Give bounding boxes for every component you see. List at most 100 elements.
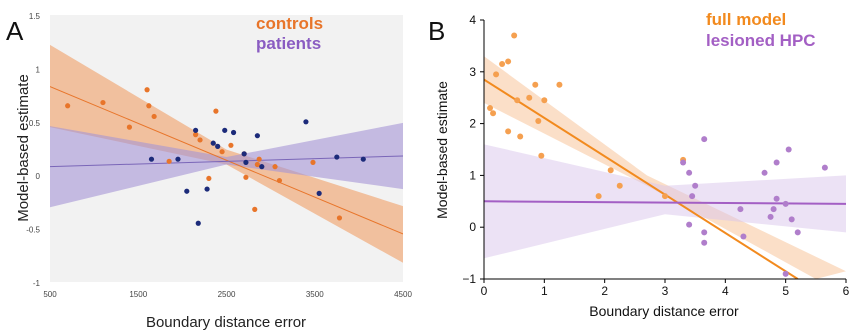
panel-b-y-tick-label: 3 [469, 65, 476, 79]
panel-a-point [254, 133, 260, 139]
panel-b-point [487, 105, 494, 112]
panel-a-ci-band-0 [50, 44, 403, 263]
panel-a-point [166, 158, 172, 164]
panel-b: 0 1 2 3 4 5 6 −1 0 1 2 3 4 B full model lesioned HPC… [428, 10, 850, 319]
panel-b-point [794, 229, 801, 236]
panel-a-y-tick-label: -1 [33, 279, 41, 288]
panel-a-points [65, 87, 366, 226]
panel-a-x-tick-label: 3500 [306, 290, 324, 299]
panel-b-point [773, 159, 780, 166]
panel-a-point [272, 164, 278, 170]
panel-b-y-tick-label: 2 [469, 117, 476, 131]
panel-a-ticks: 500 1500 2500 3500 4500 -1 -0.5 0 0.5 1 1.5 [26, 12, 412, 299]
panel-a-point [316, 190, 322, 196]
panel-a-y-tick-label: 1.5 [29, 12, 41, 21]
panel-a-point [184, 188, 190, 194]
panel-a-y-tick-label: 1 [36, 65, 41, 74]
panel-b-x-tick-label: 6 [843, 284, 850, 298]
panel-b-point [505, 58, 512, 65]
panel-a-point [204, 186, 210, 192]
panel-b-label: B [428, 16, 445, 46]
panel-a-point [175, 156, 181, 162]
panel-a: 500 1500 2500 3500 4500 -1 -0.5 0 0.5 1 1.5 A cont… [6, 12, 412, 331]
panel-b-ticks: 0 1 2 3 4 5 6 −1 0 1 2 3 4 [462, 13, 849, 298]
panel-a-x-tick-label: 1500 [129, 290, 147, 299]
panel-b-x-tick-label: 0 [481, 284, 488, 298]
panel-a-x-tick-label: 500 [43, 290, 57, 299]
panel-a-point [254, 161, 260, 168]
panel-a-point [310, 159, 316, 165]
panel-b-x-axis-label: Boundary distance error [589, 303, 739, 319]
panel-b-point [532, 81, 539, 88]
panel-b-x-tick-label: 5 [782, 284, 789, 298]
panel-b-point [767, 213, 774, 220]
panel-b-point [499, 61, 506, 68]
panel-a-point [193, 132, 199, 138]
panel-b-point [505, 128, 512, 135]
panel-b-point [737, 206, 744, 213]
panel-a-x-tick-label: 2500 [218, 290, 236, 299]
panel-a-point [222, 127, 228, 133]
panel-a-point [228, 142, 234, 148]
panel-b-point [773, 195, 780, 202]
panel-b-point [686, 169, 693, 176]
panel-b-point [535, 118, 542, 125]
legend-full-model: full model [706, 10, 786, 29]
panel-a-point [243, 159, 249, 165]
panel-b-point [701, 136, 708, 143]
panel-a-point [259, 164, 265, 170]
panel-a-point [243, 174, 249, 180]
panel-b-point [616, 182, 623, 189]
panel-a-point [241, 151, 247, 157]
panel-b-point [785, 146, 792, 153]
panel-a-point [219, 149, 225, 155]
panel-a-y-tick-label: -0.5 [26, 226, 40, 235]
legend-controls: controls [256, 14, 323, 33]
panel-b-y-tick-label: 1 [469, 168, 476, 182]
panel-a-point [230, 129, 237, 136]
panel-a-y-tick-label: 0 [36, 172, 41, 181]
panel-a-point [148, 156, 155, 162]
panel-a-point [334, 154, 340, 160]
panel-a-label: A [6, 16, 24, 46]
panel-a-point [213, 108, 219, 114]
panel-b-point [556, 81, 563, 88]
panel-b-x-tick-label: 2 [601, 284, 608, 298]
panel-b-bands [484, 56, 846, 279]
panel-b-y-tick-label: −1 [462, 272, 476, 286]
panel-a-point [256, 156, 262, 162]
panel-a-point [197, 137, 203, 143]
panel-a-point [126, 124, 133, 130]
panel-a-point [276, 177, 283, 184]
panel-b-point [770, 206, 777, 213]
panel-a-point [210, 140, 216, 146]
panel-b-point [782, 270, 789, 277]
panel-a-point [195, 220, 201, 226]
panel-b-point [541, 97, 548, 104]
panel-b-point [701, 239, 708, 246]
panel-a-point [215, 143, 221, 149]
panel-b-point [511, 32, 518, 39]
panel-b-point [607, 167, 614, 174]
panel-b-points [487, 32, 828, 277]
panel-b-fit-line-0 [484, 78, 799, 279]
panel-a-point [206, 175, 212, 182]
panel-b-y-axis-label: Model-based estimate [434, 81, 450, 219]
panel-b-x-tick-label: 4 [722, 284, 729, 298]
panel-b-point [782, 200, 789, 207]
panel-b-ci-band-0 [484, 56, 846, 279]
legend-patients: patients [256, 34, 321, 53]
panel-a-bands [50, 44, 403, 263]
panel-a-fit-line-1 [50, 155, 403, 168]
panel-b-x-tick-label: 3 [662, 284, 669, 298]
panel-a-point [360, 156, 366, 162]
panel-b-point [517, 133, 524, 140]
panel-a-x-axis-label: Boundary distance error [146, 314, 306, 331]
panel-b-point [595, 193, 602, 200]
panel-a-point [100, 99, 106, 106]
panel-b-point [692, 182, 699, 189]
panel-b-point [514, 97, 521, 104]
panel-b-point [761, 169, 768, 176]
panel-b-point [493, 71, 500, 78]
